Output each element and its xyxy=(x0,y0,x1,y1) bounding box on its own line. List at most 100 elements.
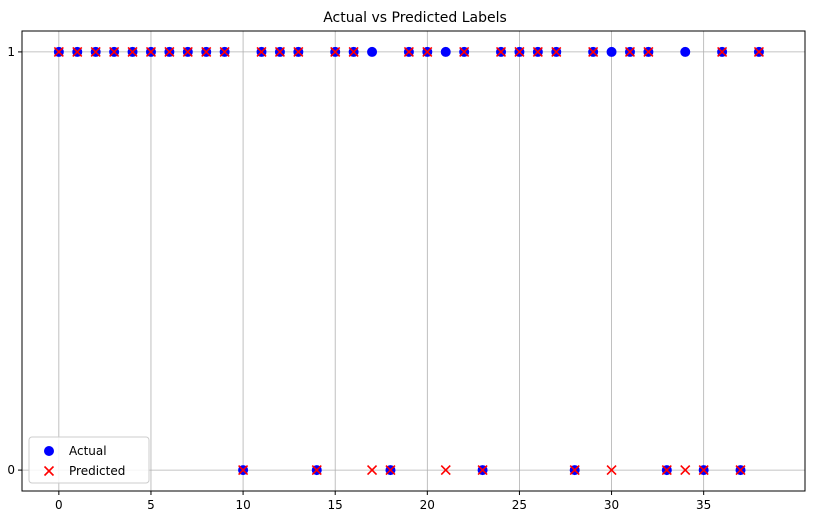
chart-title: Actual vs Predicted Labels xyxy=(323,10,507,26)
predicted-point xyxy=(753,46,765,57)
predicted-point xyxy=(532,46,543,57)
x-marker-stroke xyxy=(201,46,212,57)
actual-point xyxy=(440,46,451,57)
predicted-point xyxy=(661,465,672,476)
predicted-point xyxy=(219,46,230,57)
predicted-point xyxy=(422,46,433,57)
predicted-point xyxy=(459,46,470,57)
x-marker-stroke xyxy=(238,465,249,476)
predicted-point xyxy=(348,46,359,57)
predicted-point xyxy=(643,46,654,57)
x-tick-label: 25 xyxy=(512,498,527,512)
predicted-point xyxy=(606,465,617,476)
x-tick-label: 0 xyxy=(55,498,63,512)
predicted-point xyxy=(588,46,599,57)
x-marker-stroke xyxy=(109,46,120,57)
x-marker-stroke xyxy=(219,46,230,57)
predicted-point xyxy=(403,46,414,57)
predicted-point xyxy=(127,46,138,57)
x-marker-stroke xyxy=(43,465,55,477)
grid-lines xyxy=(22,31,805,491)
x-marker-stroke xyxy=(680,465,691,476)
predicted-point xyxy=(366,465,378,476)
x-marker-stroke xyxy=(403,46,414,57)
x-marker-stroke xyxy=(293,46,304,57)
x-marker-stroke xyxy=(90,46,101,57)
predicted-point xyxy=(182,46,193,57)
x-tick-label: 15 xyxy=(328,498,343,512)
x-marker-stroke xyxy=(624,46,636,57)
x-tick-label: 30 xyxy=(604,498,619,512)
legend-label-actual: Actual xyxy=(69,444,107,458)
x-marker-stroke xyxy=(53,46,64,57)
predicted-point xyxy=(238,465,249,476)
x-marker-stroke xyxy=(698,465,709,476)
legend-label-predicted: Predicted xyxy=(69,464,125,478)
x-marker-stroke xyxy=(164,46,175,57)
predicted-point xyxy=(698,465,709,476)
predicted-point xyxy=(330,46,341,57)
x-marker-stroke xyxy=(532,46,543,57)
predicted-point xyxy=(164,46,175,57)
x-marker-stroke xyxy=(477,465,488,476)
x-marker-stroke xyxy=(311,465,322,476)
predicted-point xyxy=(90,46,101,57)
predicted-point xyxy=(293,46,304,57)
predicted-point xyxy=(311,465,322,476)
x-tick-label: 35 xyxy=(696,498,711,512)
x-tick-label: 20 xyxy=(420,498,435,512)
x-tick-label: 5 xyxy=(147,498,155,512)
x-marker-stroke xyxy=(459,46,470,57)
predicted-point xyxy=(495,46,507,57)
axis-ticks: 0 5 10 15 20 25 30 35 0 1 xyxy=(7,45,711,512)
predicted-point xyxy=(514,46,525,57)
predicted-point xyxy=(735,465,746,476)
legend: Actual Predicted xyxy=(28,436,150,484)
x-marker-stroke xyxy=(182,46,193,57)
predicted-point xyxy=(624,46,636,57)
x-marker-stroke xyxy=(551,46,562,57)
predicted-point xyxy=(385,465,396,476)
x-marker-stroke xyxy=(366,465,378,476)
x-marker-stroke xyxy=(495,46,507,57)
x-marker-stroke xyxy=(330,46,341,57)
x-marker-stroke xyxy=(385,465,396,476)
actual-point xyxy=(367,46,378,57)
predicted-point xyxy=(256,46,267,57)
y-tick-label: 1 xyxy=(7,45,15,59)
x-marker-stroke xyxy=(661,465,672,476)
predicted-point xyxy=(680,465,691,476)
actual-point xyxy=(680,46,691,57)
predicted-point xyxy=(201,46,212,57)
predicted-point xyxy=(145,46,157,57)
x-marker-stroke xyxy=(422,46,433,57)
x-marker-stroke xyxy=(643,46,654,57)
x-marker-stroke xyxy=(348,46,359,57)
plot-frame xyxy=(21,30,806,492)
predicted-point xyxy=(717,46,728,57)
legend-marker-predicted xyxy=(43,465,55,477)
y-tick-label: 0 xyxy=(7,463,15,477)
actual-point xyxy=(606,46,617,57)
predicted-point xyxy=(274,46,285,57)
predicted-point xyxy=(53,46,64,57)
x-marker-stroke xyxy=(606,465,617,476)
x-marker-stroke xyxy=(72,46,83,57)
x-marker-stroke xyxy=(127,46,138,57)
x-marker-stroke xyxy=(256,46,267,57)
predicted-point xyxy=(72,46,83,57)
x-marker-stroke xyxy=(735,465,746,476)
predicted-point xyxy=(477,465,488,476)
data-marks xyxy=(53,46,765,476)
x-tick-label: 10 xyxy=(235,498,250,512)
predicted-point xyxy=(569,465,580,476)
x-marker-stroke xyxy=(753,46,765,57)
x-marker-stroke xyxy=(274,46,285,57)
legend-marker-actual xyxy=(44,446,54,456)
x-marker-stroke xyxy=(514,46,525,57)
x-marker-stroke xyxy=(145,46,157,57)
x-marker-stroke xyxy=(717,46,728,57)
predicted-point xyxy=(109,46,120,57)
predicted-point xyxy=(440,465,451,476)
